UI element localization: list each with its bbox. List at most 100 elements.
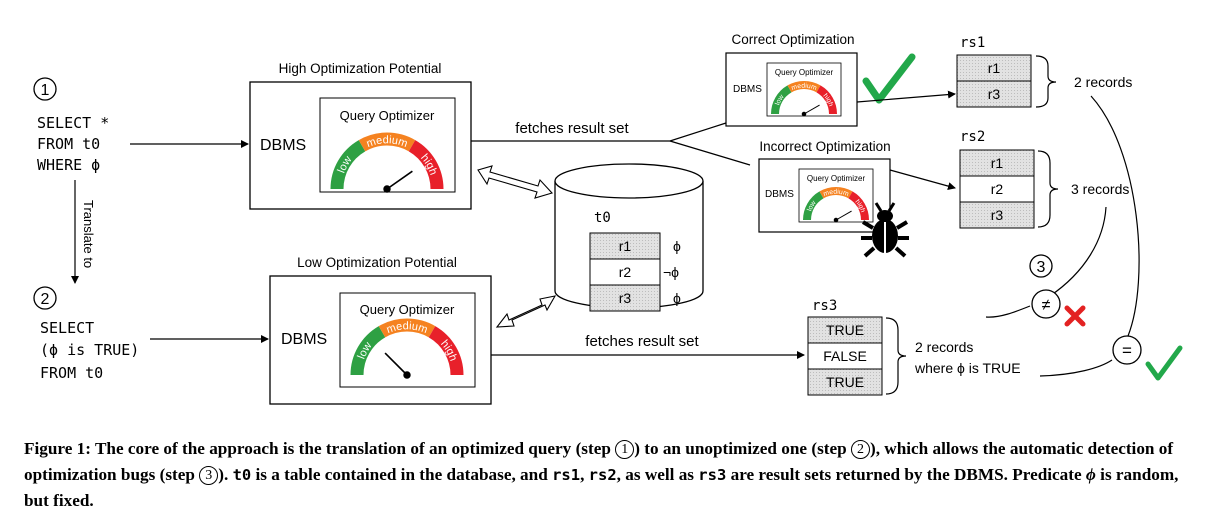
rs3-eq-line [1039, 359, 1113, 377]
rs2-row-3: r3 [991, 207, 1004, 223]
equal-sign: = [1122, 341, 1132, 360]
incorrect-dbms-label: DBMS [765, 189, 794, 200]
caption-code-rs1: rs1 [552, 466, 581, 484]
step3-circle [1029, 254, 1053, 278]
gauge-pivot [403, 371, 411, 379]
gauge-segment-low [330, 140, 366, 190]
step3-number: 3 [1037, 259, 1046, 276]
t0-row-2: r2 [619, 264, 632, 280]
rs3-brace [885, 317, 907, 395]
low-potential-title: Low Optimization Potential [297, 255, 457, 270]
t0-pred-3: ϕ [673, 290, 681, 306]
translate-label: Translate to [81, 200, 96, 268]
gauge-segment-low [803, 191, 824, 221]
gauge-label-medium: medium [822, 189, 849, 199]
query1-line3: WHERE ϕ [37, 156, 100, 174]
gauge-label-medium: medium [365, 134, 409, 150]
gauge-segment-high [428, 326, 464, 376]
gauge-segment-high [848, 191, 869, 221]
optimizer-high-label: Query Optimizer [340, 108, 435, 123]
correct-dbms-label: DBMS [733, 84, 762, 95]
not-equal-sign: ≠ [1042, 297, 1051, 314]
caption-step1: 1 [615, 440, 635, 459]
caption-sep1: , [580, 465, 589, 484]
rs1-row-2: r3 [988, 86, 1001, 102]
t0-row-1: r1 [619, 238, 632, 254]
rs3-name: rs3 [812, 298, 837, 314]
not-equal-circle [1031, 289, 1061, 319]
dbms-high-label: DBMS [260, 137, 306, 154]
gauge-segment-low [771, 85, 792, 115]
rs3-table: TRUE FALSE TRUE [807, 316, 883, 396]
gauge-segment-medium [358, 132, 416, 152]
fetches-label-top: fetches result set [515, 120, 629, 137]
gauge-pivot [833, 217, 839, 223]
t0-name: t0 [594, 210, 611, 226]
rs1-count-label: 2 records [1074, 74, 1132, 90]
gauge-segment-high [408, 140, 444, 190]
gauge-segment-low [350, 326, 386, 376]
gauge-segment-medium [787, 81, 821, 93]
correct-title: Correct Optimization [731, 32, 854, 47]
rs3-row-2: FALSE [823, 348, 867, 364]
figure-caption: Figure 1: The core of the approach is th… [24, 436, 1196, 514]
caption-code-t0: t0 [232, 466, 252, 484]
query1-line1: SELECT * [37, 114, 109, 132]
rs2-table: r1 r2 r3 [959, 149, 1035, 229]
caption-mid2: ), which allows the automatic detection … [24, 439, 1174, 484]
fetches-label-bottom: fetches result set [585, 333, 699, 350]
rs1-compare-line [1090, 95, 1140, 337]
query2-line1: SELECT [40, 319, 94, 337]
t0-pred-1: ϕ [673, 238, 681, 254]
caption-mid5: , as well as [616, 465, 699, 484]
gauge-needle [835, 210, 852, 221]
caption-suffix: is random, but fixed. [24, 465, 1179, 510]
incorrect-optimizer-label: Query Optimizer [807, 174, 866, 183]
incorrect-to-rs2-arrow [889, 169, 956, 190]
query1-line2: FROM t0 [37, 135, 100, 153]
caption-mid1: ) to an unoptimized one (step [634, 439, 851, 458]
correct-optimizer-label: Query Optimizer [775, 68, 834, 77]
mismatch-cross-icon [1064, 305, 1086, 327]
step2-number: 2 [41, 291, 50, 308]
rs1-table: r1 r3 [956, 54, 1032, 108]
t0-table: r1 r2 r3 ϕ ¬ϕ ϕ [589, 232, 681, 312]
fetch-to-incorrect-line [669, 140, 751, 166]
step1-number: 1 [41, 82, 50, 99]
rs1-brace [1035, 55, 1057, 108]
step1-circle [33, 77, 57, 101]
caption-step2: 2 [850, 440, 870, 459]
t0-row-3: r3 [619, 290, 632, 306]
caption-mid3: ). [218, 465, 233, 484]
gauge-segment-medium [378, 318, 436, 338]
dbms-high-db-double-arrow [477, 165, 554, 199]
gauge-segment-high [816, 85, 837, 115]
rs2-compare-line [1049, 206, 1107, 297]
caption-code-rs2: rs2 [588, 466, 617, 484]
rs3-condition-label: where ϕ is TRUE [914, 360, 1021, 376]
gauge-label-medium: medium [790, 83, 817, 93]
gauge-label-medium: medium [385, 320, 429, 336]
approach-diagram: 1 SELECT * FROM t0 WHERE ϕ Translate to … [33, 32, 1183, 405]
gauge-segment-medium [819, 187, 853, 199]
caption-prefix: Figure 1: The core of the approach is th… [24, 439, 616, 458]
equal-circle [1112, 335, 1142, 365]
incorrect-title: Incorrect Optimization [759, 139, 890, 154]
gauge-needle [384, 352, 408, 376]
rs2-name: rs2 [960, 129, 985, 145]
optimizer-low-label: Query Optimizer [360, 302, 455, 317]
dbms-low-db-double-arrow [495, 295, 557, 328]
rs1-row-1: r1 [988, 60, 1001, 76]
rs2-row-2: r2 [991, 181, 1004, 197]
t0-pred-2: ¬ϕ [663, 264, 679, 280]
query2-line2: (ϕ is TRUE) [40, 341, 139, 359]
match-check-icon [1145, 345, 1183, 381]
gauge-needle [386, 170, 413, 190]
query2-line3: FROM t0 [40, 364, 103, 382]
gauge-needle [803, 104, 820, 115]
caption-phi: ϕ [1085, 465, 1096, 484]
high-potential-title: High Optimization Potential [279, 61, 442, 76]
rs1-name: rs1 [960, 35, 985, 51]
